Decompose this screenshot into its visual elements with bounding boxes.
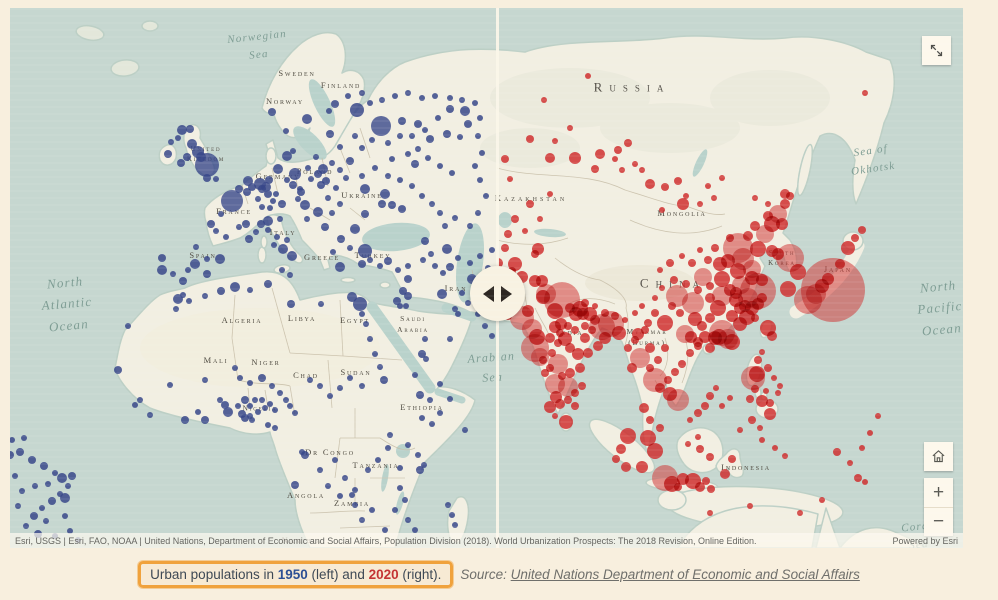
powered-by-esri-link[interactable]: Powered by Esri [892, 535, 958, 546]
caption-year-2020: 2020 [368, 566, 399, 582]
home-button[interactable] [924, 442, 953, 471]
zoom-controls: + − [924, 478, 953, 536]
swipe-handle[interactable] [470, 266, 525, 321]
source-link[interactable]: United Nations Department of Economic an… [510, 566, 860, 582]
attribution-text: Esri, USGS | Esri, FAO, NOAA | United Na… [15, 535, 757, 546]
map-viewport[interactable]: Norwegian Sea North Atlantic Ocean Arabian… [10, 8, 963, 548]
caption: Urban populations in 1950 (left) and 202… [0, 555, 998, 593]
swipe-left-arrow-icon [483, 285, 494, 302]
caption-year-1950: 1950 [277, 566, 308, 582]
expand-button[interactable] [922, 36, 951, 65]
source-label: Source: [460, 566, 511, 582]
caption-highlight-box: Urban populations in 1950 (left) and 202… [138, 560, 454, 588]
expand-icon [930, 44, 943, 57]
zoom-in-button[interactable]: + [932, 481, 945, 503]
caption-mid: (left) and [307, 566, 369, 582]
caption-suffix: (right). [398, 566, 442, 582]
caption-prefix: Urban populations in [150, 566, 278, 582]
swipe-right-arrow-icon [501, 285, 512, 302]
attribution-bar: Esri, USGS | Esri, FAO, NOAA | United Na… [10, 533, 963, 548]
caption-source: Source: United Nations Department of Eco… [460, 567, 859, 582]
zoom-out-button[interactable]: − [924, 507, 953, 536]
home-icon [932, 450, 945, 463]
